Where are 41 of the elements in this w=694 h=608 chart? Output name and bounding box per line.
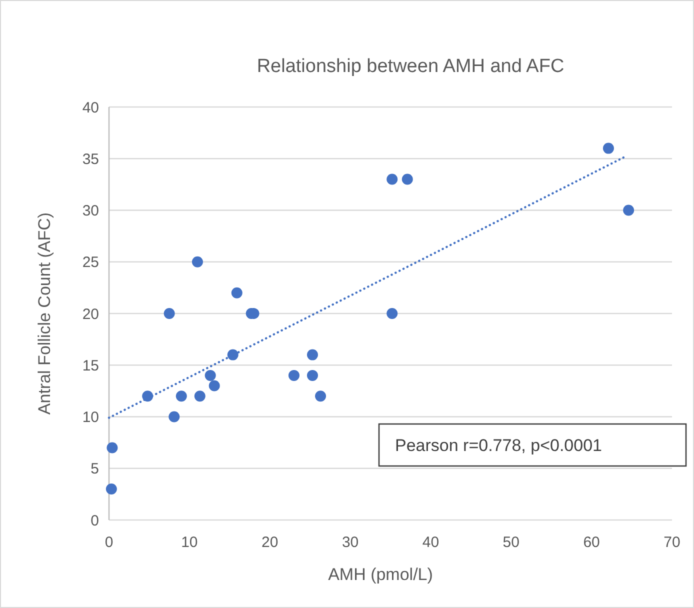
x-tick-label: 40 [422, 534, 440, 551]
point [315, 390, 326, 402]
x-tick-label: 60 [583, 534, 600, 551]
x-tick-label: 10 [181, 534, 198, 551]
chart-title: Relationship between AMH and AFC [256, 56, 564, 77]
point [194, 390, 206, 402]
annotation: Pearson r=0.778, p<0.0001 [395, 436, 602, 455]
point [306, 349, 318, 360]
point [402, 174, 413, 185]
y-tick-label: 10 [82, 409, 99, 426]
point [386, 174, 398, 185]
y-tick-label: 35 [82, 150, 99, 168]
point [288, 370, 300, 381]
point [106, 442, 118, 454]
point [192, 256, 203, 268]
y-tick-label: 20 [82, 306, 99, 323]
point [306, 370, 318, 381]
x-tick-label: 20 [262, 534, 278, 551]
point [386, 308, 398, 319]
y-axis-title: Antral Follicle Count (AFC) [35, 212, 54, 415]
y-tick-label: 30 [82, 202, 99, 220]
y-tick-label: 25 [82, 254, 99, 272]
y-tick-label: 15 [82, 357, 99, 374]
point [168, 411, 180, 422]
x-tick-label: 50 [502, 534, 520, 551]
point [106, 484, 117, 495]
y-tick-label: 40 [82, 99, 99, 116]
point [204, 370, 216, 381]
point [176, 390, 187, 402]
x-tick-label: 0 [104, 534, 114, 551]
point [231, 287, 242, 298]
x-tick-label: 70 [664, 534, 680, 551]
point [227, 349, 238, 360]
x-axis-title: AMH (pmol/L) [328, 565, 433, 584]
point [164, 308, 175, 319]
y-tick-label: 0 [90, 512, 99, 530]
y-tick-label: 5 [90, 460, 99, 478]
point [602, 142, 614, 154]
point [208, 380, 220, 392]
x-tick-label: 30 [342, 534, 359, 551]
point [623, 204, 634, 216]
